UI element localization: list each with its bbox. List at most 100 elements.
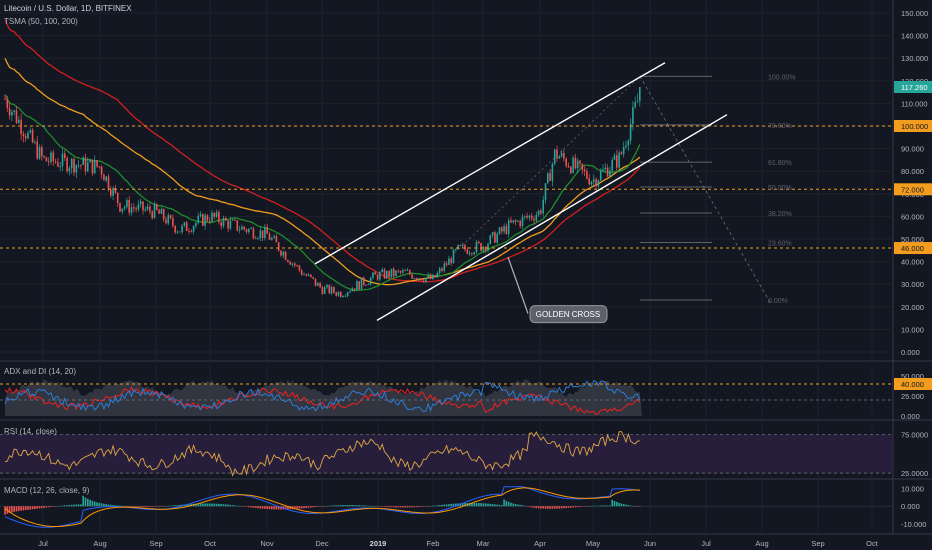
time-axis-tick: May (586, 539, 600, 548)
candle-body (130, 207, 133, 213)
candle-body (75, 164, 78, 173)
macd-histogram-bar (11, 506, 13, 513)
candle-body (91, 159, 94, 174)
candle-body (100, 166, 103, 175)
candle-body (496, 233, 498, 243)
macd-histogram-bar (266, 506, 268, 510)
macd-histogram-bar (68, 504, 71, 507)
candle-body (41, 147, 43, 157)
macd-histogram-bar (574, 506, 577, 508)
candle-body (190, 231, 193, 233)
macd-histogram-bar (489, 503, 492, 507)
macd-histogram-bar (611, 499, 613, 507)
macd-histogram-bar (116, 505, 119, 507)
macd-histogram-bar (119, 505, 121, 507)
candle-body (629, 124, 632, 141)
macd-histogram-bar (356, 505, 358, 507)
macd-histogram-bar (581, 506, 584, 507)
candle-body (397, 270, 400, 272)
candle-body (544, 183, 547, 200)
time-axis-tick: Sep (149, 539, 162, 548)
macd-histogram-bar (181, 504, 183, 507)
candle-body (434, 275, 436, 278)
candle-body (346, 292, 349, 296)
macd-histogram-bar (461, 503, 464, 507)
macd-histogram-bar (379, 506, 381, 507)
price-axis-tick: 110.000 (901, 99, 928, 108)
candle-body (335, 292, 337, 296)
candle-body (480, 243, 482, 252)
candle-body (312, 277, 314, 279)
macd-histogram-bar (406, 506, 409, 508)
candle-body (395, 270, 397, 276)
macd-histogram-bar (153, 506, 156, 507)
candle-body (369, 277, 372, 285)
macd-histogram-bar (540, 506, 542, 509)
macd-histogram-bar (420, 506, 423, 507)
candle-body (227, 220, 229, 229)
fib-level-label: 23.60% (768, 240, 792, 247)
price-axis-tick: 20.000 (901, 303, 924, 312)
candle-body (501, 227, 503, 232)
candle-body (167, 215, 170, 224)
candle-body (151, 211, 153, 218)
candle-body (441, 268, 443, 271)
ma100-line (4, 58, 641, 286)
candle-body (425, 277, 427, 282)
candle-body (505, 226, 508, 234)
macd-histogram-bar (436, 505, 439, 507)
level-tag (894, 242, 932, 255)
candle-body (13, 110, 15, 112)
macd-histogram-bar (179, 504, 181, 507)
candle-body (185, 222, 188, 231)
candle-body (323, 287, 326, 294)
macd-histogram-bar (96, 502, 98, 507)
candle-body (340, 291, 342, 298)
macd-histogram-bar (586, 506, 588, 507)
macd-histogram-bar (284, 506, 287, 510)
macd-histogram-bar (174, 505, 176, 507)
macd-histogram-bar (112, 505, 114, 507)
macd-histogram-bar (445, 504, 448, 507)
last-price-tag (894, 80, 932, 93)
candle-body (524, 215, 526, 217)
macd-histogram-bar (298, 506, 301, 509)
macd-histogram-bar (204, 503, 206, 507)
candle-body (563, 152, 565, 159)
candle-body (229, 220, 232, 229)
candle-body (399, 271, 402, 273)
macd-histogram-bar (542, 506, 544, 509)
macd-histogram-bar (34, 506, 36, 509)
macd-histogram-bar (259, 506, 262, 509)
candle-body (381, 269, 383, 273)
candle-body (107, 176, 110, 190)
candle-body (87, 162, 89, 172)
candle-body (503, 226, 505, 232)
macd-histogram-bar (31, 506, 34, 510)
fib-level-label: 0.00% (768, 298, 788, 305)
candle-body (254, 238, 257, 239)
candle-body (291, 263, 294, 265)
time-axis-tick: Nov (260, 539, 274, 548)
candle-body (156, 204, 158, 210)
candle-body (602, 169, 604, 172)
adx-level-label: 40.000 (901, 380, 924, 389)
candle-body (310, 274, 312, 278)
candle-body (243, 226, 245, 230)
macd-histogram-bar (211, 503, 213, 507)
macd-histogram-bar (381, 506, 383, 507)
candle-body (294, 263, 296, 266)
macd-histogram-bar (606, 505, 609, 507)
macd-histogram-bar (563, 506, 565, 509)
macd-histogram-bar (321, 506, 324, 507)
macd-histogram-bar (450, 503, 452, 507)
macd-histogram-bar (349, 505, 351, 507)
candle-body (494, 232, 496, 243)
candle-body (43, 156, 45, 158)
macd-histogram-bar (45, 506, 48, 508)
candle-body (636, 101, 639, 103)
candle-body (510, 220, 512, 223)
candle-body (448, 258, 450, 265)
candle-body (489, 235, 492, 244)
